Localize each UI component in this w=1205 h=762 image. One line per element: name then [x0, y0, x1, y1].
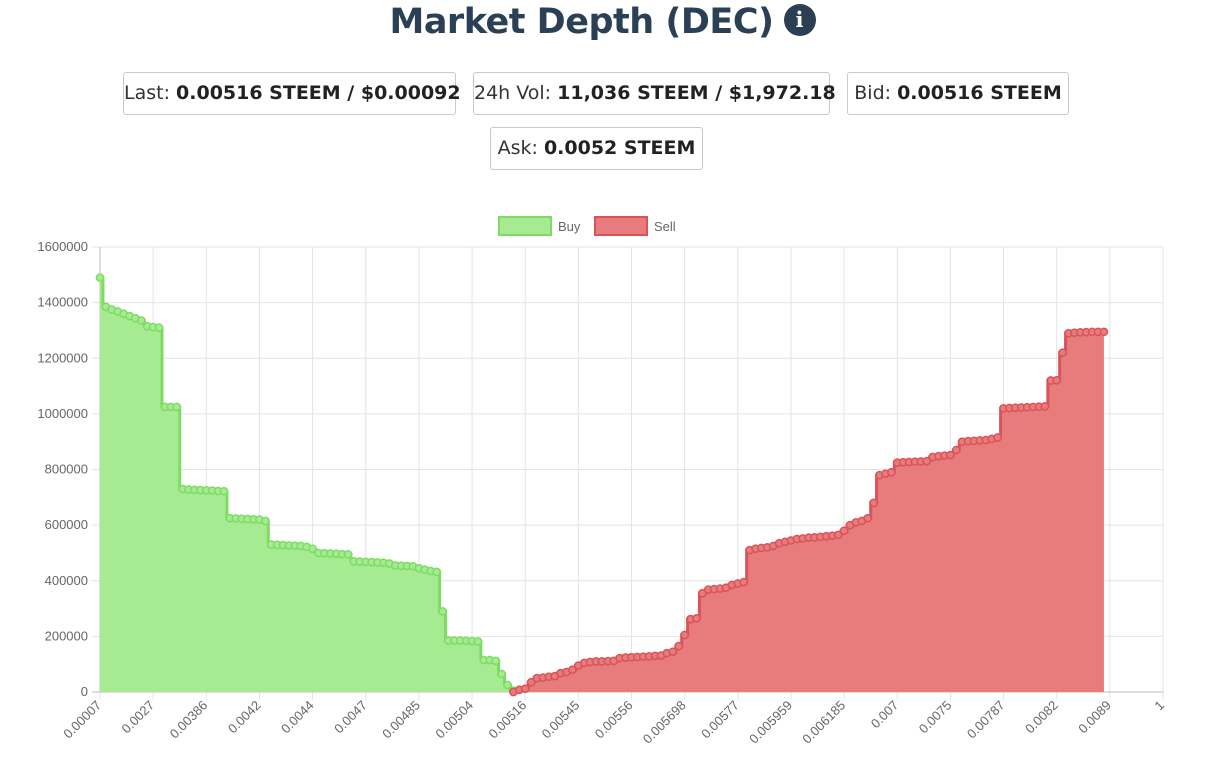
x-tick-label: 0.00545	[539, 698, 583, 742]
stat-ask-label: Ask:	[497, 137, 538, 159]
x-tick-label: 0.0044	[278, 698, 317, 737]
legend-swatch-sell[interactable]	[594, 216, 648, 236]
sell-point[interactable]	[886, 467, 896, 477]
stat-ask-value: 0.0052 STEEM	[543, 137, 696, 159]
x-tick-label: 0.0042	[225, 698, 264, 737]
stat-volume-value: 11,036 STEEM / $1,972.18	[557, 82, 836, 104]
sell-point[interactable]	[833, 530, 843, 540]
x-tick-label: 0.0075	[916, 698, 955, 737]
sell-point[interactable]	[869, 498, 878, 508]
buy-point[interactable]	[473, 637, 483, 646]
sell-point[interactable]	[993, 433, 1002, 442]
buy-point[interactable]	[438, 606, 447, 616]
x-tick-label: 0.00007	[60, 698, 104, 742]
info-circle-icon[interactable]: i	[783, 4, 816, 36]
legend-swatch-buy[interactable]	[498, 216, 552, 236]
y-tick-label: 800000	[45, 462, 88, 477]
title-row: Market Depth (DEC) i	[0, 2, 1205, 42]
sell-point[interactable]	[863, 513, 873, 523]
x-tick-label: 0.007	[868, 698, 902, 732]
stat-last-label: Last:	[124, 82, 170, 104]
buy-point[interactable]	[261, 516, 270, 526]
buy-point[interactable]	[172, 402, 182, 412]
sell-point[interactable]	[946, 450, 955, 460]
x-tick-label: 0.006185	[799, 698, 848, 747]
info-glyph: i	[795, 7, 804, 32]
buy-point[interactable]	[136, 316, 146, 325]
stat-bid-value: 0.00516 STEEM	[897, 82, 1062, 104]
stat-bid-label: Bid:	[854, 82, 892, 104]
x-tick-label: 0.00504	[432, 698, 476, 742]
y-tick-label: 400000	[45, 573, 88, 588]
sell-point[interactable]	[520, 684, 530, 694]
x-tick-label: 0.0047	[331, 698, 370, 737]
sell-point[interactable]	[1058, 348, 1067, 358]
depth-chart[interactable]: 0 200000 400000 600000 800000 1000000 1200000 1…	[0, 205, 1205, 762]
x-tick-label: 0.00787	[964, 698, 1008, 742]
stat-ask: Ask: 0.0052 STEEM	[490, 127, 703, 170]
sell-point[interactable]	[739, 577, 749, 587]
sell-point[interactable]	[526, 677, 536, 687]
y-tick-label: 1400000	[37, 295, 88, 310]
sell-point[interactable]	[692, 613, 701, 623]
buy-point[interactable]	[219, 486, 229, 496]
legend-label-sell[interactable]: Sell	[654, 219, 676, 234]
buy-point[interactable]	[343, 549, 353, 559]
sell-point[interactable]	[1099, 327, 1109, 337]
sell-point[interactable]	[680, 630, 690, 640]
stat-last-value: 0.00516 STEEM / $0.00092	[176, 82, 461, 104]
stat-volume: 24h Vol: 11,036 STEEM / $1,972.18	[473, 72, 836, 115]
buy-point[interactable]	[432, 567, 441, 577]
sell-point[interactable]	[922, 456, 932, 466]
x-tick-label: 0.00556	[592, 698, 636, 742]
x-tick-label: 0.00386	[167, 698, 211, 742]
sell-point[interactable]	[839, 526, 849, 536]
sell-point[interactable]	[951, 445, 961, 455]
x-tick-label: 1	[1151, 698, 1167, 714]
stat-volume-label: 24h Vol:	[474, 82, 552, 104]
sell-point[interactable]	[668, 647, 678, 657]
x-tick-label: 0.0027	[119, 698, 158, 737]
buy-point[interactable]	[491, 656, 501, 666]
buy-area	[100, 277, 514, 692]
y-tick-label: 0	[81, 684, 88, 699]
buy-point[interactable]	[95, 273, 105, 282]
buy-point[interactable]	[154, 323, 164, 333]
legend-label-buy[interactable]: Buy	[558, 219, 581, 234]
y-tick-label: 600000	[45, 517, 88, 532]
buy-point[interactable]	[308, 544, 317, 554]
y-tick-label: 1600000	[37, 239, 88, 254]
x-tick-label: 0.00577	[698, 698, 742, 742]
x-tick-label: 0.0089	[1075, 698, 1114, 737]
y-tick-label: 200000	[45, 628, 88, 643]
y-tick-label: 1200000	[37, 350, 88, 365]
buy-point[interactable]	[497, 669, 506, 679]
x-tick-label: 0.005698	[640, 698, 689, 747]
sell-point[interactable]	[1052, 375, 1062, 385]
sell-area	[513, 331, 1104, 692]
sell-point[interactable]	[1040, 402, 1050, 411]
y-tick-label: 1000000	[37, 406, 88, 421]
buy-point[interactable]	[503, 680, 512, 690]
sell-point[interactable]	[674, 641, 684, 651]
x-tick-label: 0.0082	[1022, 698, 1061, 737]
page-title: Market Depth (DEC)	[389, 2, 774, 42]
x-tick-label: 0.005959	[746, 698, 795, 747]
x-tick-label: 0.00516	[485, 698, 529, 742]
stat-last: Last: 0.00516 STEEM / $0.00092	[123, 72, 461, 115]
x-tick-label: 0.00485	[379, 698, 423, 742]
stat-bid: Bid: 0.00516 STEEM	[847, 72, 1069, 115]
sell-point[interactable]	[568, 665, 577, 675]
